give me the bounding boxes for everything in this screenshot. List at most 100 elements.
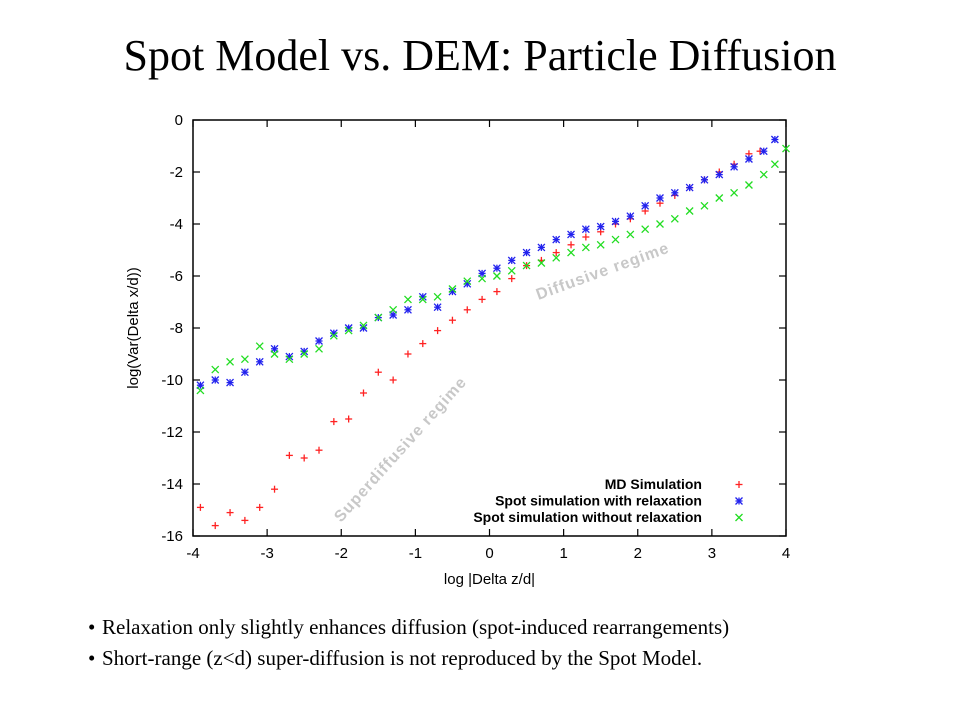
data-point <box>508 275 516 283</box>
data-point <box>582 233 590 241</box>
y-tick-label: -6 <box>170 268 183 285</box>
data-point <box>389 376 397 384</box>
data-point <box>226 378 235 387</box>
data-point <box>700 201 709 210</box>
data-point <box>448 285 457 293</box>
data-point <box>329 331 338 340</box>
data-point <box>596 222 605 231</box>
data-point <box>537 259 546 267</box>
data-point <box>770 160 779 169</box>
data-point <box>730 162 739 171</box>
data-point <box>759 170 768 179</box>
legend-marker <box>735 481 743 488</box>
data-point <box>492 264 501 273</box>
data-point <box>300 454 308 462</box>
data-point <box>463 306 471 314</box>
data-point <box>240 368 249 377</box>
data-point <box>656 194 664 202</box>
data-point <box>567 230 575 239</box>
data-point <box>670 188 679 197</box>
data-point <box>685 207 694 215</box>
series-cross <box>196 144 790 395</box>
data-point <box>581 243 590 252</box>
data-point <box>670 214 679 223</box>
legend-marker <box>735 497 743 505</box>
bullet-item: • Relaxation only slightly enhances diff… <box>88 612 729 643</box>
data-point <box>552 235 561 244</box>
data-point <box>404 295 412 304</box>
plot-frame <box>192 119 787 537</box>
axis-ticks <box>192 119 787 537</box>
data-point <box>226 357 235 366</box>
data-point <box>315 337 323 345</box>
y-tick-label: -14 <box>161 476 183 493</box>
data-point <box>626 230 635 239</box>
regime-annotation: Superdiffusive regime <box>331 374 470 526</box>
y-tick-label: -10 <box>161 372 183 389</box>
data-point <box>641 201 650 210</box>
data-point <box>374 313 383 322</box>
data-point <box>537 243 546 252</box>
data-point <box>256 503 264 511</box>
data-points <box>196 135 790 530</box>
data-point <box>359 389 367 397</box>
data-point <box>211 376 220 384</box>
data-point <box>255 357 264 366</box>
scatter-chart: -4 -3 -2 -1 0 1 2 3 40-2-4-6-8-10-12-14-16 log |… <box>125 112 790 588</box>
data-point <box>596 240 605 249</box>
data-point <box>434 327 442 335</box>
data-point <box>611 235 620 244</box>
legend-label: Spot simulation with relaxation <box>495 493 702 509</box>
y-tick-label: -16 <box>161 528 183 545</box>
data-point <box>315 344 323 353</box>
y-tick-label: -2 <box>170 164 183 181</box>
data-point <box>240 355 249 364</box>
data-point <box>463 277 472 286</box>
x-tick-label: -1 <box>409 545 422 562</box>
bullet-item: • Short-range (z<d) super-diffusion is n… <box>88 643 729 674</box>
y-tick-label: -12 <box>161 424 183 441</box>
data-point <box>404 305 412 314</box>
data-point <box>196 503 204 511</box>
data-point <box>315 446 323 454</box>
x-tick-label: 1 <box>559 545 567 562</box>
data-point <box>507 266 516 275</box>
data-point <box>404 350 412 358</box>
bullet-dot: • <box>88 615 96 639</box>
data-point <box>285 355 294 364</box>
x-tick-label: -4 <box>186 545 199 562</box>
data-point <box>374 368 382 376</box>
data-point <box>770 135 779 144</box>
data-point <box>493 288 501 296</box>
data-point <box>782 144 790 153</box>
slide-title: Spot Model vs. DEM: Particle Diffusion <box>123 31 837 80</box>
series-star <box>196 135 779 390</box>
data-point <box>330 418 338 426</box>
series-plus <box>196 147 764 530</box>
data-point <box>507 256 516 265</box>
legend-marker <box>735 513 743 522</box>
legend-label: MD Simulation <box>605 476 702 492</box>
data-point <box>270 350 279 358</box>
data-point <box>255 342 264 351</box>
data-point <box>700 175 709 184</box>
data-point <box>715 170 724 179</box>
data-point <box>552 249 560 257</box>
data-point <box>552 253 561 262</box>
data-point <box>522 261 531 270</box>
data-point <box>759 147 768 156</box>
data-point <box>285 451 293 459</box>
axis-tick-labels: -4 -3 -2 -1 0 1 2 3 40-2-4-6-8-10-12-14-16 <box>161 112 790 562</box>
data-point <box>626 212 635 221</box>
data-point <box>241 516 249 524</box>
y-tick-label: -8 <box>170 320 183 337</box>
data-point <box>300 350 309 358</box>
x-tick-label: 0 <box>485 545 493 562</box>
y-tick-label: 0 <box>175 112 183 129</box>
data-point <box>226 509 234 517</box>
data-point <box>211 522 219 530</box>
bullet-dot: • <box>88 646 96 670</box>
data-point <box>522 248 531 257</box>
x-axis-title: log |Delta z/d| <box>444 571 535 588</box>
